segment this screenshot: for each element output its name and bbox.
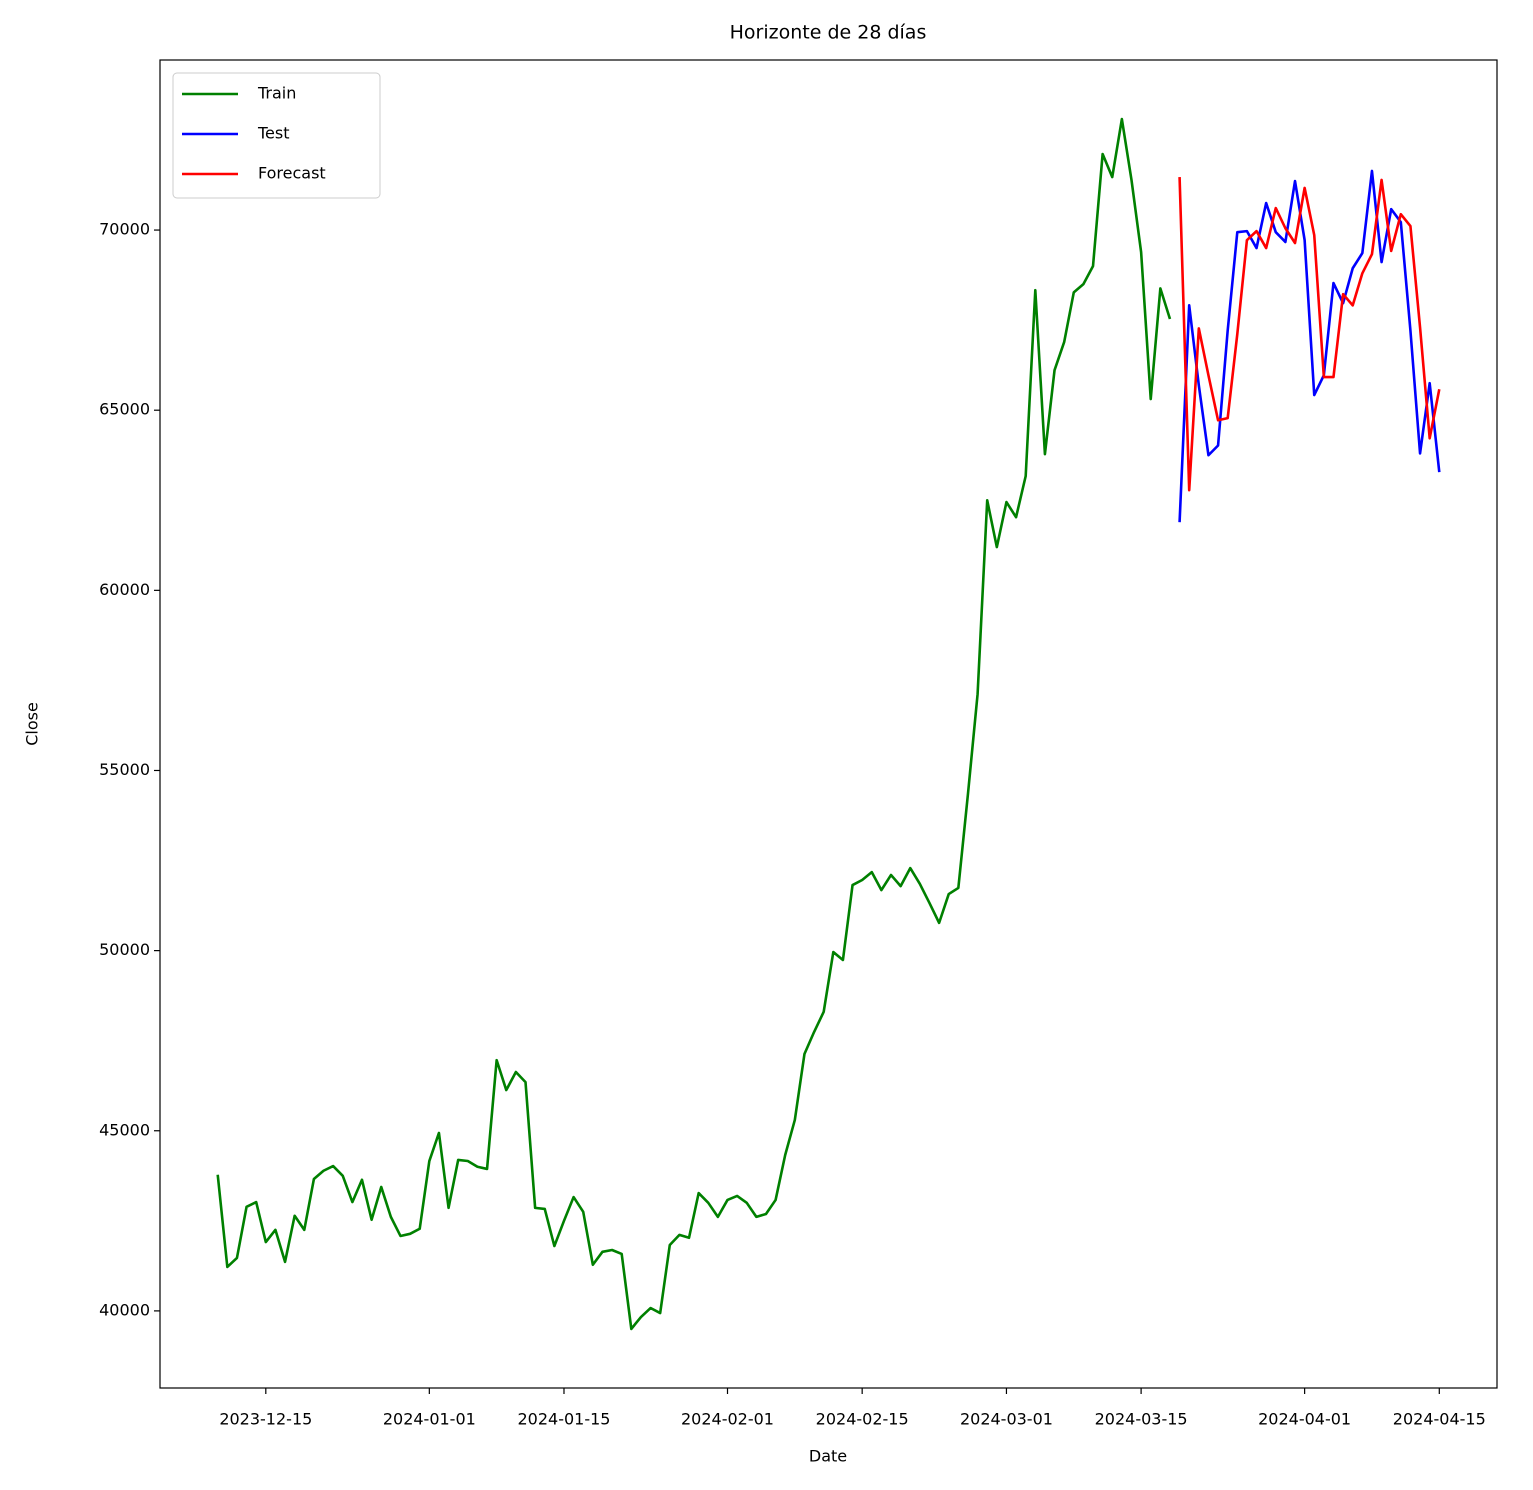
legend-label: Test <box>257 124 290 143</box>
y-tick-label: 65000 <box>99 400 150 419</box>
y-tick-label: 55000 <box>99 760 150 779</box>
x-tick-label: 2023-12-15 <box>219 1410 312 1429</box>
x-tick-label: 2024-04-01 <box>1258 1410 1351 1429</box>
y-tick-label: 40000 <box>99 1300 150 1319</box>
chart-title: Horizonte de 28 días <box>730 22 927 44</box>
y-tick-label: 50000 <box>99 940 150 959</box>
series-line <box>1178 169 1441 523</box>
y-tick-label: 70000 <box>99 220 150 239</box>
x-tick-label: 2024-03-01 <box>960 1410 1053 1429</box>
legend-label: Train <box>257 84 296 103</box>
x-tick-label: 2024-01-01 <box>383 1410 476 1429</box>
legend-box <box>172 72 381 199</box>
x-tick-label: 2024-03-15 <box>1095 1410 1188 1429</box>
x-tick-label: 2024-04-15 <box>1393 1410 1486 1429</box>
plot-frame <box>159 59 1498 1389</box>
series-line <box>1178 177 1441 492</box>
x-tick-label: 2024-02-01 <box>681 1410 774 1429</box>
y-tick-label: 60000 <box>99 580 150 599</box>
x-axis-label: Date <box>809 1447 847 1466</box>
series-line <box>216 117 1172 1331</box>
x-tick-label: 2024-01-15 <box>517 1410 610 1429</box>
x-tick-label: 2024-02-15 <box>816 1410 909 1429</box>
y-axis-label: Close <box>23 702 42 746</box>
legend-label: Forecast <box>258 164 326 183</box>
y-tick-label: 45000 <box>99 1120 150 1139</box>
